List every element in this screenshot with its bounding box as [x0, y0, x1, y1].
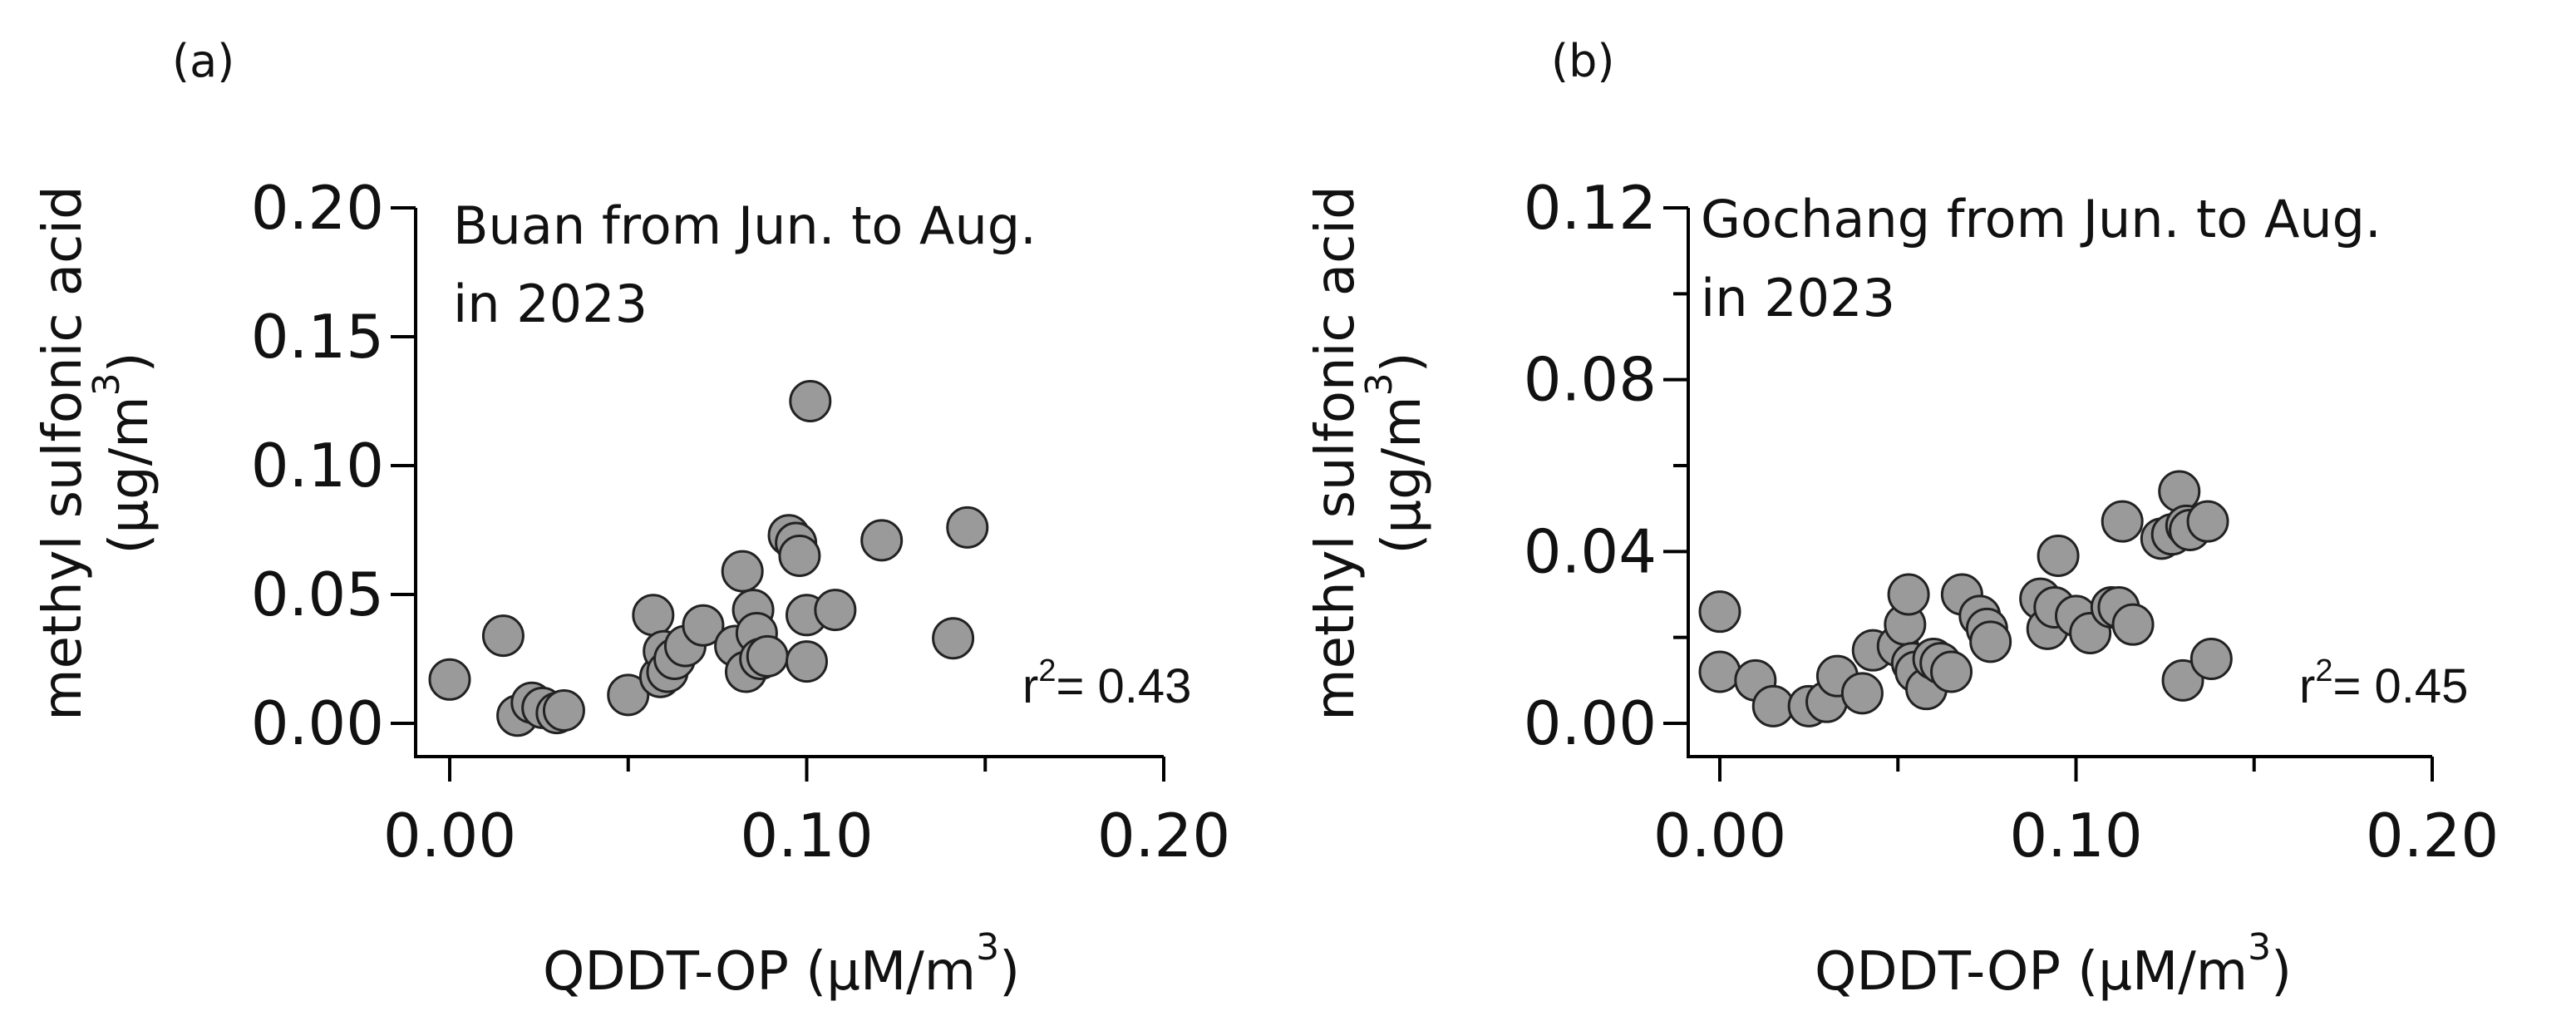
scatter-point: [778, 535, 821, 577]
scatter-point: [1698, 590, 1741, 634]
scatter-point: [932, 617, 975, 660]
scatter-points: [428, 380, 989, 737]
r-squared-superscript: 2: [1038, 653, 1056, 688]
chart-title-line1: Gochang from Jun. to Aug.: [1701, 189, 2381, 249]
panel-label: (a): [172, 35, 234, 87]
scatter-point: [1969, 620, 2012, 663]
y-axis-title-line1: methyl sulfonic acid: [32, 185, 94, 720]
y-tick-label: 0.08: [1524, 345, 1657, 415]
scatter-point: [1751, 684, 1795, 727]
scatter-point: [2189, 638, 2233, 680]
scatter-point: [682, 604, 725, 647]
y-tick-label: 0.10: [251, 431, 384, 501]
panel-b: (b) Gochang from Jun. to Aug. in 2023 me…: [1305, 35, 2499, 1003]
axes-frame: [1687, 208, 2432, 758]
scatter-point: [789, 380, 832, 422]
scatter-points: [1698, 470, 2233, 727]
y-tick-label: 0.20: [251, 173, 384, 243]
scatter-point: [2158, 470, 2201, 513]
x-axis-title: QDDT-OP (µM/m3): [543, 926, 1020, 1003]
y-axis-unit-close: ): [99, 352, 160, 372]
x-axis-unit: QDDT-OP (µM/m: [1815, 941, 2248, 1003]
scatter-point: [2037, 535, 2080, 577]
scatter-point: [746, 634, 789, 678]
y-axis-title-line2: (µg/m3): [1358, 352, 1433, 554]
chart-title-line2: in 2023: [453, 274, 648, 334]
scatter-point: [946, 506, 989, 549]
r-squared-symbol: r: [1022, 659, 1038, 713]
scatter-point: [428, 658, 471, 701]
y-axis-unit-superscript: 3: [86, 372, 128, 396]
x-tick-label: 0.10: [2009, 801, 2142, 871]
y-tick-label: 0.05: [251, 560, 384, 629]
scatter-point: [542, 689, 585, 732]
scatter-point: [2161, 658, 2204, 702]
y-axis-unit-close: ): [1372, 352, 1433, 372]
scatter-point: [481, 614, 525, 658]
r-squared-label: r2= 0.43: [1022, 653, 1191, 713]
r-squared-superscript: 2: [2315, 653, 2332, 688]
r-squared-label: r2= 0.45: [2299, 653, 2468, 713]
chart-title-line1: Buan from Jun. to Aug.: [453, 195, 1037, 256]
r-squared-symbol: r: [2299, 659, 2315, 713]
x-axis-unit-superscript: 3: [2248, 926, 2271, 969]
x-axis-unit-close: ): [999, 941, 1020, 1003]
axis-ticks: 0.00 0.04 0.08 0.12 0.00 0.10 0.20: [1524, 173, 2499, 871]
y-axis-title-line1: methyl sulfonic acid: [1305, 185, 1367, 720]
x-tick-label: 0.00: [383, 801, 516, 871]
scatter-point: [721, 550, 764, 593]
scatter-point: [2101, 500, 2144, 543]
panel-label: (b): [1551, 35, 1614, 87]
y-tick-label: 0.04: [1524, 516, 1657, 586]
y-axis-unit: (µg/m: [99, 396, 160, 554]
scatter-point: [2186, 500, 2229, 543]
y-tick-label: 0.00: [251, 688, 384, 758]
scatter-point: [607, 673, 650, 717]
r-squared-value: = 0.43: [1056, 659, 1191, 713]
x-axis-unit-close: ): [2271, 941, 2292, 1003]
y-axis-unit-superscript: 3: [1358, 372, 1401, 396]
axis-ticks: 0.00 0.05 0.10 0.15 0.20 0.00 0.10 0.20: [251, 173, 1230, 871]
y-axis-unit: (µg/m: [1372, 396, 1433, 554]
scatter-point: [1698, 650, 1741, 693]
scatter-point: [814, 589, 857, 632]
y-axis-title-line2: (µg/m3): [86, 352, 160, 554]
x-tick-label: 0.20: [1097, 801, 1230, 871]
panel-a: (a) Buan from Jun. to Aug. in 2023 methy…: [32, 35, 1230, 1003]
scatter-point: [1840, 672, 1884, 715]
x-tick-label: 0.00: [1653, 801, 1786, 871]
scatter-point: [860, 519, 904, 562]
x-axis-title: QDDT-OP (µM/m3): [1815, 926, 2292, 1003]
x-axis-unit-superscript: 3: [976, 926, 999, 969]
chart-title-line2: in 2023: [1701, 268, 1895, 328]
y-tick-label: 0.00: [1524, 688, 1657, 758]
x-axis-unit: QDDT-OP (µM/m: [543, 941, 976, 1003]
scatter-point: [632, 594, 675, 637]
y-axis-title: methyl sulfonic acid (µg/m3): [32, 185, 160, 720]
r-squared-value: = 0.45: [2332, 659, 2468, 713]
scatter-point: [1930, 650, 1973, 693]
y-axis-title: methyl sulfonic acid (µg/m3): [1305, 185, 1433, 720]
axes-frame: [414, 208, 1164, 758]
scatter-point: [2111, 603, 2155, 646]
y-tick-label: 0.15: [251, 302, 384, 372]
scatter-point: [786, 640, 828, 683]
y-tick-label: 0.12: [1524, 173, 1657, 243]
x-tick-label: 0.10: [740, 801, 873, 871]
x-tick-label: 0.20: [2366, 801, 2499, 871]
scatter-point: [1887, 573, 1930, 616]
